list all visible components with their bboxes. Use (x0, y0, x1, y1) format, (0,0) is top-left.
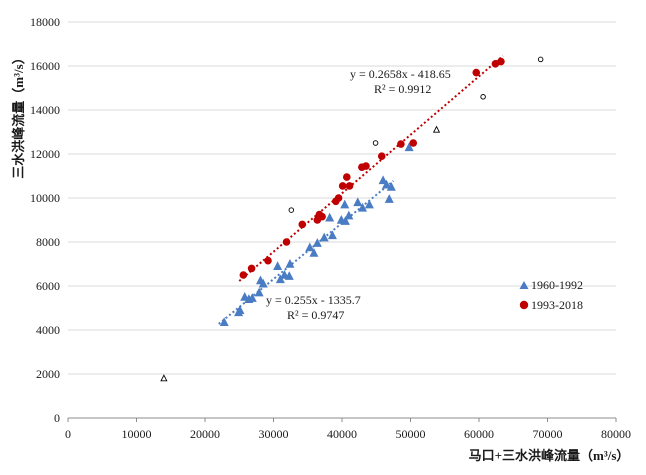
data-point-1960-1992 (378, 175, 388, 185)
data-point-1960-1992 (353, 197, 363, 207)
y-tick-label: 2000 (36, 367, 60, 381)
data-point-1993-2018 (282, 238, 291, 246)
data-point-1960-1992 (386, 182, 396, 191)
legend-label-1993-2018: 1993-2018 (531, 298, 583, 312)
data-point-1960-1992 (309, 248, 319, 257)
data-point-1993-2018 (397, 140, 405, 148)
data-point-1960-1992 (273, 261, 283, 270)
annotations: y = 0.2658x - 418.65 R² = 0.9912 y = 0.2… (266, 67, 451, 322)
data-point-1960-1992 (382, 179, 392, 189)
y-tick-label: 8000 (36, 235, 60, 249)
x-tick-label: 40000 (327, 427, 357, 441)
data-point-1960-1992 (235, 305, 245, 314)
y-tick-label: 0 (54, 411, 60, 425)
data-point-1993-2018 (318, 212, 326, 221)
y-tick-label: 4000 (36, 323, 60, 337)
data-point-1993-2018 (342, 173, 351, 181)
data-point-1960-1992 (275, 274, 285, 284)
data-point-1960-1992 (327, 230, 337, 240)
data-point-1993-2018 (409, 139, 418, 147)
trendline-equation-1993-2018: y = 0.2658x - 418.65 (350, 67, 451, 81)
y-tick-label: 18000 (30, 15, 60, 29)
x-axis-title: 马口+三水洪峰流量（m³/s） (469, 448, 630, 463)
data-point-1960-1992 (344, 210, 354, 220)
data-point-1960-1992 (219, 317, 229, 327)
data-point-1993-2018 (472, 68, 481, 77)
axes (67, 417, 617, 422)
data-point-1993-2018 (264, 256, 272, 265)
data-point-1993-2018 (298, 220, 307, 229)
trendline-equation-1960-1992: y = 0.255x - 1335.7 (266, 293, 361, 307)
data-point-open-circle (480, 94, 486, 100)
data-point-1960-1992 (358, 202, 368, 212)
data-point-1960-1992 (404, 142, 414, 152)
data-point-open-circle (288, 207, 295, 213)
data-point-1960-1992 (312, 238, 322, 247)
x-tick-label: 20000 (190, 427, 220, 441)
data-point-1960-1992 (384, 194, 394, 203)
data-point-1993-2018 (247, 264, 256, 273)
data-point-1993-2018 (338, 182, 347, 190)
data-point-1993-2018 (497, 57, 505, 66)
legend-marker-1960-1992 (519, 281, 529, 289)
data-point-1960-1992 (258, 278, 268, 288)
data-point-open-circle (372, 140, 379, 146)
data-point-1993-2018 (334, 194, 343, 202)
data-points (160, 56, 544, 382)
x-tick-label: 80000 (601, 427, 631, 441)
y-tick-label: 10000 (30, 191, 60, 205)
x-tick-label: 10000 (122, 427, 152, 441)
y-axis-title: 三水洪峰流量（m³/s） (11, 51, 26, 178)
y-tick-label: 14000 (30, 103, 60, 117)
x-tick-label: 60000 (464, 427, 494, 441)
data-point-1993-2018 (377, 152, 386, 160)
data-point-open-triangle (432, 125, 441, 133)
trendline-r2-1993-2018: R² = 0.9912 (374, 82, 431, 96)
legend-label-1960-1992: 1960-1992 (531, 278, 583, 292)
data-point-1960-1992 (247, 293, 257, 302)
y-tick-label: 16000 (30, 59, 60, 73)
legend: 1960-1992 1993-2018 (519, 278, 583, 312)
trendline-1993-2018 (238, 55, 504, 282)
x-tick-label: 30000 (259, 427, 289, 441)
data-point-1960-1992 (285, 259, 295, 268)
data-point-1960-1992 (340, 216, 350, 225)
data-point-1993-2018 (362, 162, 370, 170)
data-point-1993-2018 (239, 271, 248, 279)
x-tick-label: 50000 (396, 427, 426, 441)
y-tick-label: 12000 (30, 147, 60, 161)
trendline-r2-1960-1992: R² = 0.9747 (287, 308, 344, 322)
data-point-1993-2018 (345, 182, 354, 190)
data-point-open-circle (537, 56, 544, 63)
data-point-open-triangle (160, 374, 168, 382)
data-point-1960-1992 (364, 199, 374, 209)
data-point-1960-1992 (340, 199, 350, 209)
data-point-1960-1992 (325, 212, 335, 222)
data-point-1960-1992 (284, 271, 294, 280)
data-point-1960-1992 (319, 232, 329, 242)
x-tick-label: 0 (65, 427, 71, 441)
x-tick-label: 70000 (533, 427, 563, 441)
y-tick-label: 6000 (36, 279, 60, 293)
legend-marker-1993-2018 (519, 300, 529, 310)
data-point-1960-1992 (254, 287, 264, 297)
tick-labels: 0 2000 4000 6000 8000 10000 12000 14000 16000 180… (30, 15, 631, 441)
data-point-1960-1992 (305, 242, 315, 252)
